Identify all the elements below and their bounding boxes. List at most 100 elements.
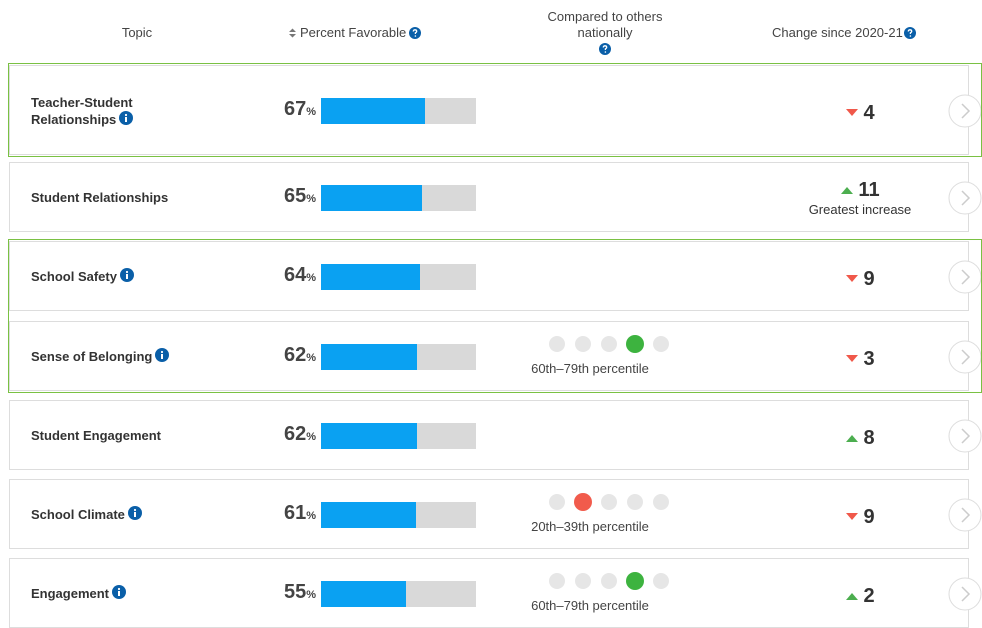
percent-unit: % — [306, 510, 316, 522]
change-cell: 9 — [800, 268, 920, 291]
percentile-dot — [653, 494, 669, 510]
percent-value: 62% — [236, 423, 316, 446]
header-topic: Topic — [121, 25, 153, 40]
row-chevron[interactable] — [948, 419, 982, 453]
header-compared: Compared to others nationally — [540, 9, 670, 59]
topic-label: School Safety — [31, 269, 117, 284]
percentile-dot — [653, 573, 669, 589]
topic-cell: Sense of Belonging — [31, 348, 201, 365]
table-row[interactable]: Sense of Belonging 62% 60th–79th percentil… — [9, 321, 982, 391]
topic-cell: Teacher-Student Relationships — [31, 94, 201, 128]
percent-number: 61 — [283, 502, 307, 524]
percent-value: 65% — [236, 185, 316, 208]
percentile-dot — [653, 336, 669, 352]
help-icon[interactable] — [599, 43, 611, 55]
percentile-label: 20th–39th percentile — [531, 519, 649, 534]
percent-bar — [321, 264, 421, 290]
percent-bar — [321, 98, 425, 124]
topic-label: Teacher-Student Relationships — [31, 95, 133, 127]
percent-unit: % — [306, 431, 316, 443]
sort-icon — [289, 28, 296, 38]
topic-label: Student Engagement — [31, 428, 162, 443]
percentile-dot — [549, 573, 565, 589]
topic-label: Engagement — [31, 586, 110, 601]
change-cell: 11 Greatest increase — [800, 179, 920, 217]
percent-value: 55% — [236, 581, 316, 604]
up-arrow — [841, 187, 854, 194]
percent-number: 67 — [283, 98, 307, 120]
topic-label: Student Relationships — [31, 190, 169, 205]
percentile-dots — [549, 335, 669, 353]
percentile-dot — [627, 494, 643, 510]
row-chevron[interactable] — [948, 260, 982, 294]
percent-value: 64% — [236, 264, 316, 287]
percentile-dots — [549, 572, 669, 590]
row-chevron[interactable] — [948, 577, 982, 611]
table-row[interactable]: School Climate 61% 20th–39th percentile 9 — [9, 479, 982, 549]
percentile-dot-active — [574, 493, 592, 511]
percentile-dot — [549, 336, 565, 352]
row-chevron[interactable] — [948, 340, 982, 374]
change-cell: 9 — [800, 506, 920, 529]
percentile-dot-active — [626, 335, 644, 353]
percent-bar-track — [321, 344, 476, 370]
row-chevron[interactable] — [948, 181, 982, 215]
table-row[interactable]: Engagement 55% 60th–79th percentile 2 — [9, 558, 982, 628]
change-cell: 3 — [800, 348, 920, 371]
percent-bar — [321, 344, 418, 370]
topic-cell: Student Engagement — [31, 427, 201, 444]
change-value: 2 — [863, 585, 875, 607]
info-icon[interactable] — [119, 268, 135, 283]
table-row[interactable]: Student Engagement 62% 8 — [9, 400, 982, 470]
topic-label: Sense of Belonging — [31, 349, 153, 364]
percent-number: 64 — [283, 264, 307, 286]
down-arrow — [846, 109, 859, 116]
down-arrow — [846, 513, 859, 520]
header-change-text: Change since 2020-21 — [772, 25, 903, 40]
change-cell: 4 — [800, 102, 920, 125]
change-value: 9 — [863, 506, 875, 528]
header-percent[interactable]: Percent Favorable — [288, 25, 422, 41]
topic-cell: Engagement — [31, 585, 201, 602]
table-row[interactable]: School Safety 64% 9 — [9, 241, 982, 311]
topic-cell: School Climate — [31, 506, 201, 523]
table-row[interactable]: Teacher-Student Relationships 67% 4 — [9, 65, 982, 155]
info-icon[interactable] — [119, 111, 134, 126]
percent-value: 62% — [236, 344, 316, 367]
info-icon[interactable] — [112, 585, 127, 600]
up-arrow — [846, 435, 859, 442]
percentile-label: 60th–79th percentile — [531, 598, 649, 613]
percentile-label: 60th–79th percentile — [531, 361, 649, 376]
change-value: 9 — [863, 268, 875, 290]
help-icon[interactable] — [903, 27, 916, 39]
topic-label: School Climate — [31, 507, 125, 522]
header-percent-text: Percent Favorable — [300, 25, 407, 40]
percent-bar — [321, 502, 416, 528]
change-cell: 2 — [800, 585, 920, 608]
help-icon[interactable] — [409, 27, 422, 39]
percent-value: 61% — [236, 502, 316, 525]
change-value: 4 — [863, 102, 875, 124]
down-arrow — [846, 355, 859, 362]
percent-bar-track — [321, 264, 476, 290]
percentile-dot — [601, 336, 617, 352]
percent-unit: % — [306, 589, 316, 601]
info-icon[interactable] — [127, 506, 143, 521]
down-arrow — [846, 275, 859, 282]
percent-unit: % — [306, 352, 316, 364]
percent-bar-track — [321, 423, 476, 449]
info-icon[interactable] — [155, 348, 170, 363]
percent-number: 65 — [283, 185, 307, 207]
percent-unit: % — [306, 193, 316, 205]
percent-number: 55 — [283, 581, 307, 603]
percent-value: 67% — [236, 98, 316, 121]
change-value: 3 — [863, 348, 875, 370]
row-chevron[interactable] — [948, 498, 982, 532]
row-chevron[interactable] — [948, 94, 982, 128]
header-change: Change since 2020-21 — [772, 25, 916, 41]
percent-number: 62 — [283, 423, 307, 445]
percentile-dot — [601, 573, 617, 589]
topic-cell: School Safety — [31, 268, 201, 285]
table-row[interactable]: Student Relationships 65% 11 Greatest incre… — [9, 162, 982, 232]
